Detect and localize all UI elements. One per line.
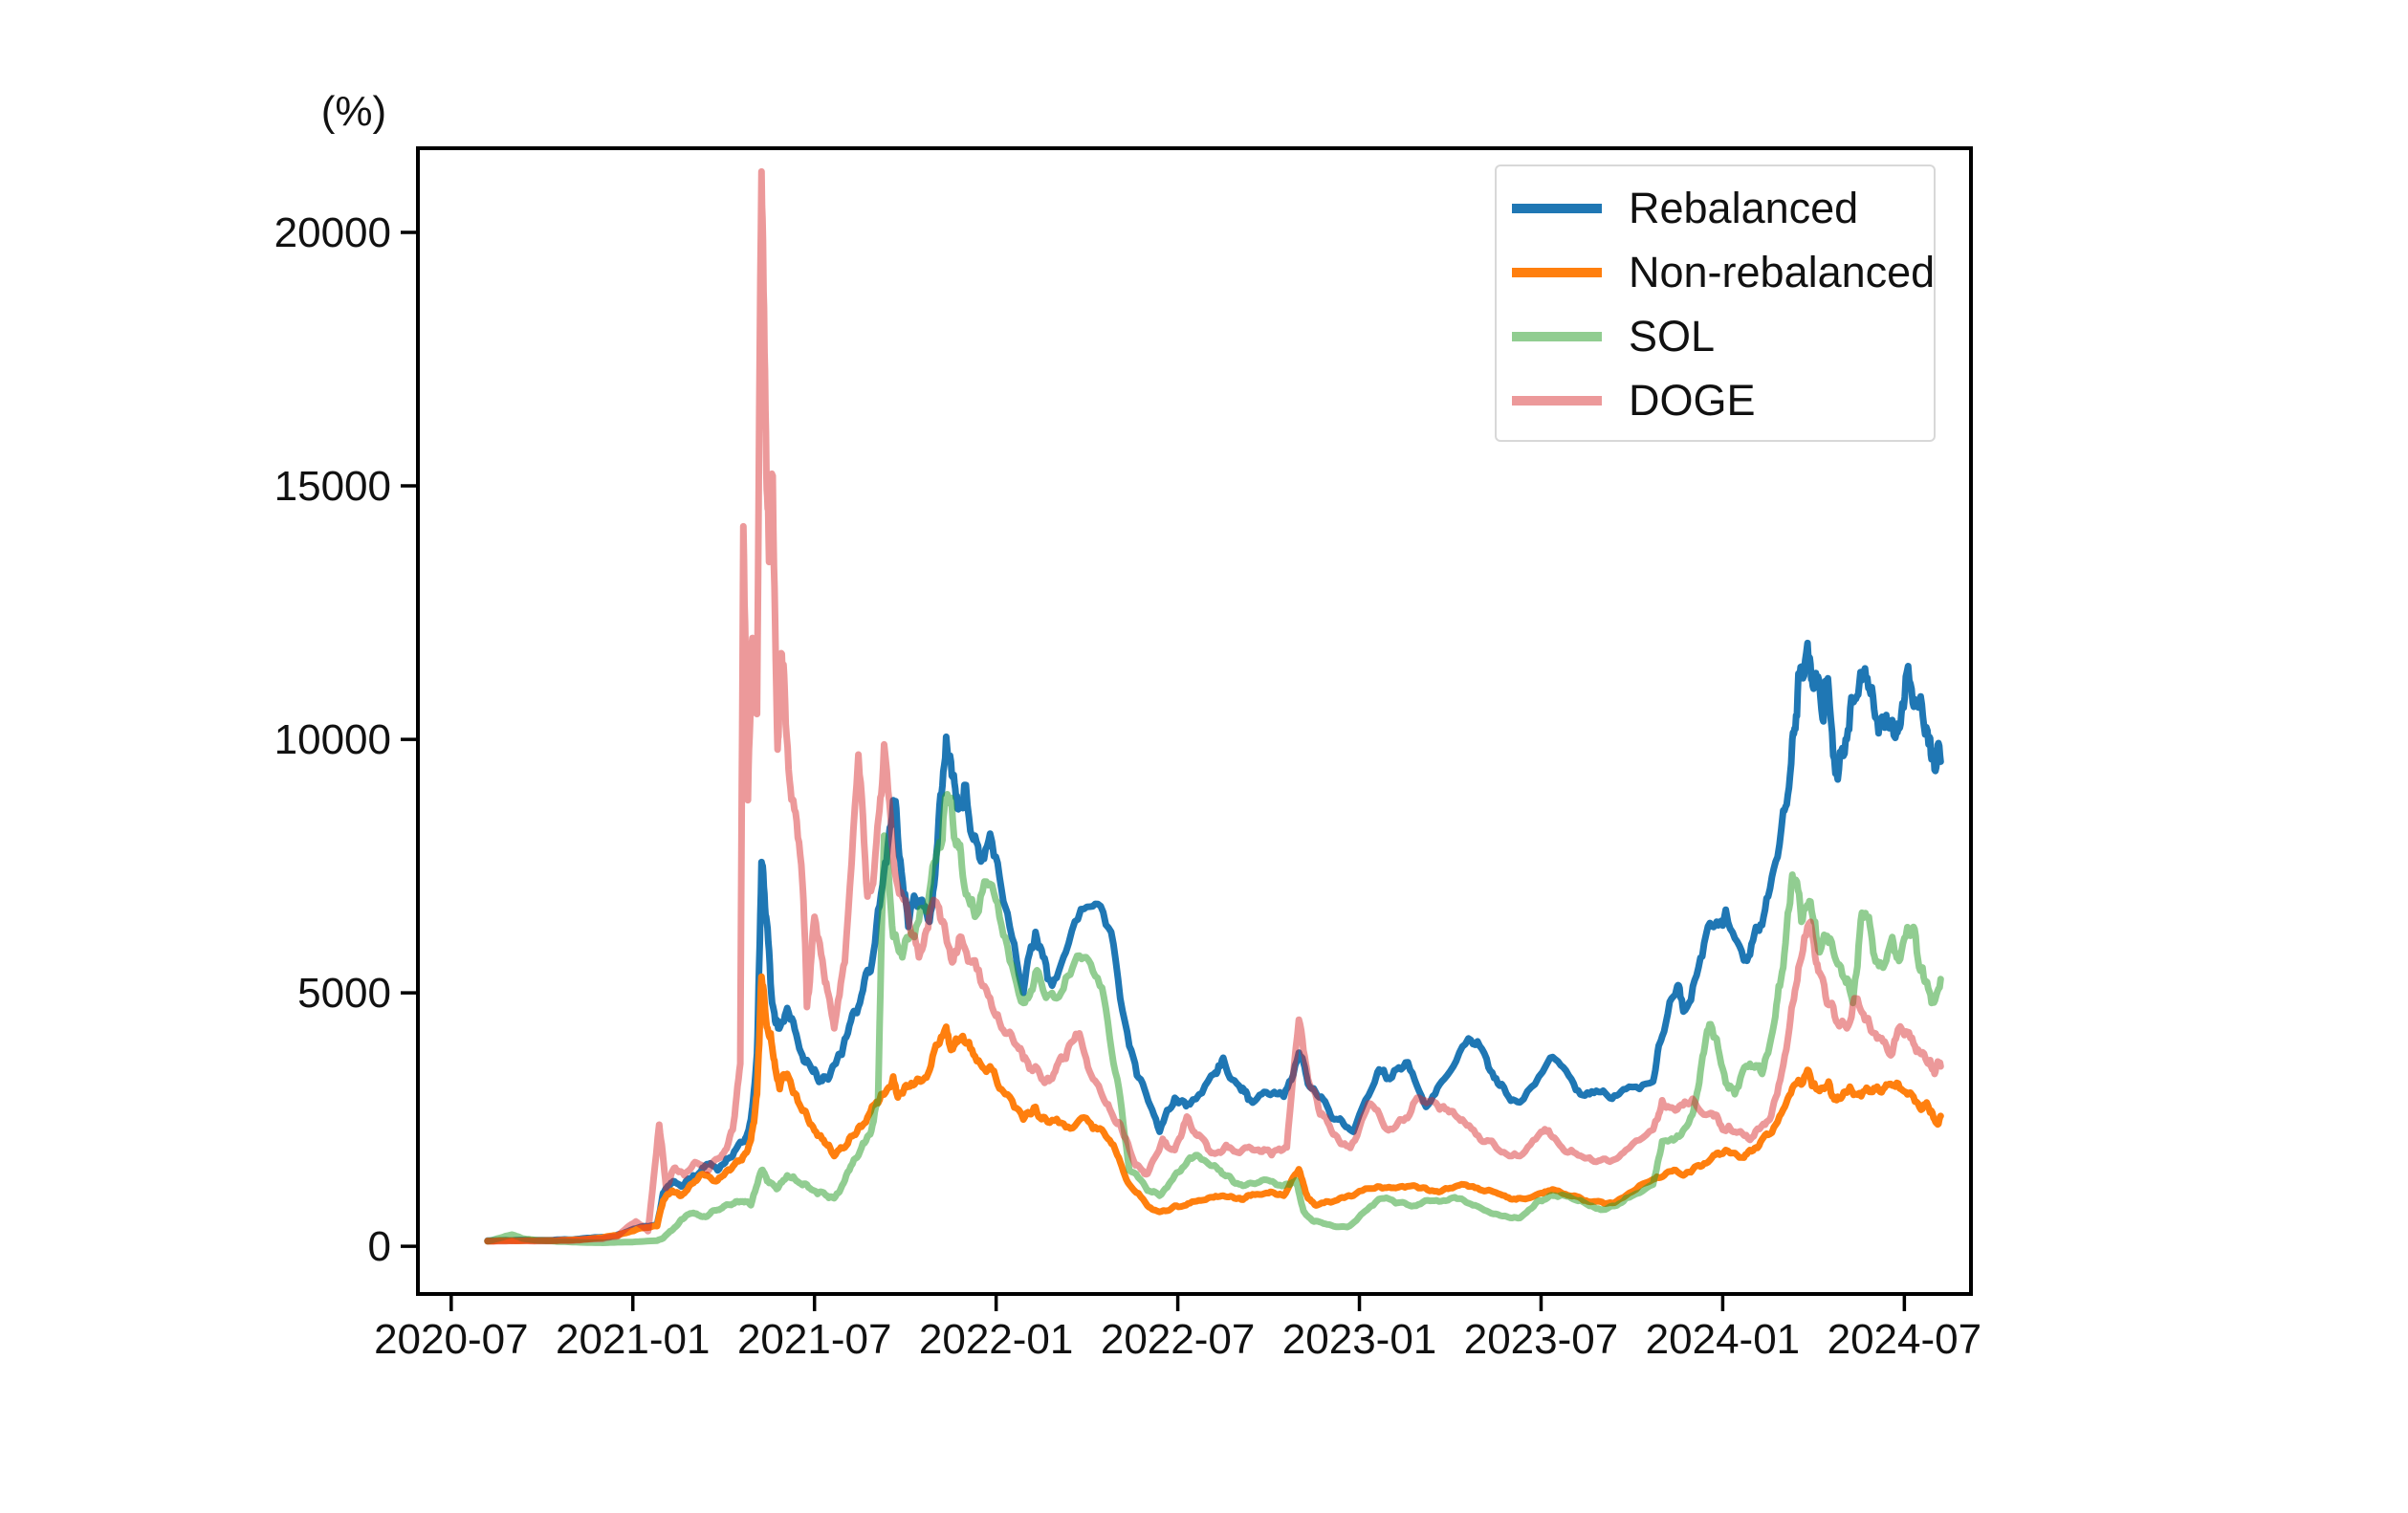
y-tick-label: 5000 xyxy=(297,970,391,1017)
series-line-rebalanced xyxy=(484,639,1944,1244)
series-line-sol xyxy=(484,791,1944,1246)
legend-label: Non-rebalanced xyxy=(1629,247,1936,296)
y-tick-label: 20000 xyxy=(274,209,391,256)
legend-line-swatch xyxy=(1512,267,1602,277)
plot-border xyxy=(416,146,1973,1296)
x-tick-label: 2024-01 xyxy=(1646,1316,1800,1363)
x-tick-label: 2021-07 xyxy=(737,1316,891,1363)
legend-line-swatch xyxy=(1512,203,1602,213)
x-tick-label: 2024-07 xyxy=(1828,1316,1981,1363)
legend-entry-doge: DOGE xyxy=(1497,368,1934,432)
legend-label: DOGE xyxy=(1629,375,1756,425)
x-axis: 2020-07 2021-01 2021-07 2022-01 2022-07 2023-… xyxy=(374,1294,1981,1363)
legend-label: SOL xyxy=(1629,311,1716,361)
legend: Rebalanced Non-rebalanced SOL DOGE xyxy=(1495,164,1936,442)
series-line-doge xyxy=(484,167,1944,1245)
x-tick-label: 2022-07 xyxy=(1101,1316,1255,1363)
x-tick-label: 2023-07 xyxy=(1464,1316,1618,1363)
x-tick-label: 2023-01 xyxy=(1282,1316,1436,1363)
y-tick-label: 0 xyxy=(368,1223,391,1270)
x-tick-label: 2022-01 xyxy=(919,1316,1073,1363)
legend-entry-non-rebalanced: Non-rebalanced xyxy=(1497,240,1936,304)
series-group xyxy=(484,167,1944,1246)
legend-line-swatch xyxy=(1512,331,1602,341)
y-axis-unit-label: (%) xyxy=(320,88,387,135)
x-tick-label: 2021-01 xyxy=(556,1316,710,1363)
y-tick-label: 15000 xyxy=(274,463,391,510)
legend-line-swatch xyxy=(1512,395,1602,406)
series-line-non-rebalanced xyxy=(484,973,1944,1245)
y-tick-label: 10000 xyxy=(274,716,391,763)
legend-label: Rebalanced xyxy=(1629,183,1859,232)
y-axis: 0 5000 10000 15000 20000 xyxy=(274,209,418,1270)
legend-entry-sol: SOL xyxy=(1497,304,1934,368)
legend-entry-rebalanced: Rebalanced xyxy=(1497,176,1934,240)
x-tick-label: 2020-07 xyxy=(374,1316,528,1363)
